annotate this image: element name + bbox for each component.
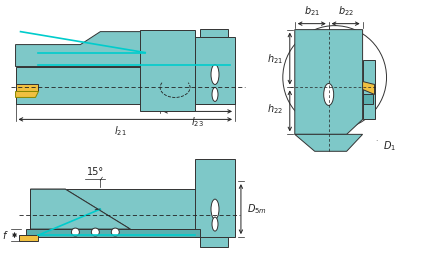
- Text: $l_{23}$: $l_{23}$: [191, 116, 203, 129]
- Polygon shape: [362, 95, 372, 104]
- Bar: [140, 30, 195, 111]
- Ellipse shape: [212, 88, 218, 102]
- Text: $h_{22}$: $h_{22}$: [267, 103, 283, 116]
- Polygon shape: [65, 189, 235, 229]
- Circle shape: [91, 228, 99, 236]
- Text: $b_{22}$: $b_{22}$: [337, 4, 354, 18]
- Polygon shape: [31, 189, 130, 229]
- Polygon shape: [295, 30, 362, 134]
- Text: $D_{5m}$: $D_{5m}$: [247, 202, 267, 216]
- Text: $b_{21}$: $b_{21}$: [304, 4, 320, 18]
- Polygon shape: [19, 235, 38, 241]
- Ellipse shape: [211, 64, 219, 84]
- Text: 15°: 15°: [87, 167, 104, 177]
- Polygon shape: [16, 91, 38, 97]
- Polygon shape: [362, 82, 375, 95]
- Ellipse shape: [212, 217, 218, 231]
- Polygon shape: [16, 84, 38, 91]
- Polygon shape: [25, 229, 200, 237]
- Text: $l_{21}$: $l_{21}$: [114, 124, 127, 138]
- Ellipse shape: [211, 199, 219, 219]
- Ellipse shape: [324, 83, 334, 105]
- Circle shape: [111, 228, 119, 236]
- Polygon shape: [362, 60, 375, 119]
- Text: $f$: $f$: [2, 229, 9, 241]
- Text: $D_1$: $D_1$: [377, 139, 396, 153]
- Circle shape: [71, 228, 79, 236]
- Bar: [16, 67, 235, 104]
- Bar: [195, 159, 235, 237]
- Polygon shape: [16, 32, 235, 67]
- Polygon shape: [295, 134, 362, 151]
- Bar: [200, 29, 228, 37]
- Text: $h_{21}$: $h_{21}$: [267, 53, 283, 67]
- Bar: [195, 37, 235, 104]
- Bar: [200, 237, 228, 247]
- Polygon shape: [31, 189, 130, 229]
